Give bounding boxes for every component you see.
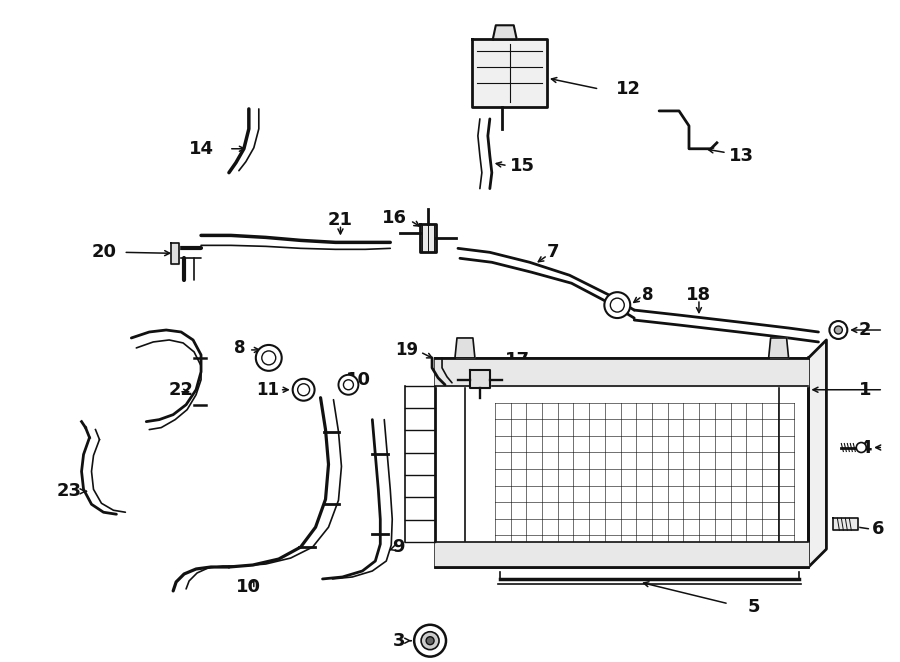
Text: 8: 8	[234, 339, 246, 357]
Circle shape	[338, 375, 358, 395]
Text: 14: 14	[189, 140, 214, 158]
Circle shape	[856, 442, 866, 453]
Text: 21: 21	[328, 211, 353, 230]
Polygon shape	[493, 25, 517, 39]
Text: 19: 19	[395, 341, 419, 359]
Text: 17: 17	[505, 351, 530, 369]
Text: 3: 3	[392, 632, 405, 649]
Text: 16: 16	[382, 209, 407, 228]
Text: 10: 10	[237, 578, 261, 596]
Text: 2: 2	[859, 321, 871, 339]
Polygon shape	[455, 338, 475, 358]
Polygon shape	[472, 39, 547, 107]
Circle shape	[256, 345, 282, 371]
Circle shape	[292, 379, 315, 401]
Polygon shape	[833, 518, 859, 530]
Polygon shape	[420, 224, 436, 252]
Polygon shape	[769, 338, 788, 358]
Polygon shape	[171, 244, 179, 264]
Text: 15: 15	[509, 157, 535, 175]
Text: 1: 1	[859, 381, 871, 399]
Polygon shape	[808, 340, 826, 567]
Text: 22: 22	[168, 381, 194, 399]
Circle shape	[414, 625, 446, 657]
Text: 11: 11	[256, 381, 279, 399]
Circle shape	[426, 637, 434, 645]
Text: 23: 23	[57, 483, 82, 500]
Polygon shape	[435, 542, 808, 567]
Text: 18: 18	[687, 286, 712, 304]
Text: 20: 20	[92, 244, 116, 261]
Circle shape	[834, 326, 842, 334]
Text: 12: 12	[616, 80, 642, 98]
Text: 7: 7	[546, 244, 559, 261]
Text: 10: 10	[346, 371, 371, 389]
Polygon shape	[435, 358, 808, 386]
Circle shape	[421, 632, 439, 649]
Text: 8: 8	[643, 286, 653, 304]
Circle shape	[830, 321, 847, 339]
Text: 6: 6	[872, 520, 885, 538]
Text: 5: 5	[748, 598, 760, 616]
Text: 13: 13	[729, 147, 754, 165]
Polygon shape	[470, 370, 490, 388]
Text: 9: 9	[392, 538, 405, 556]
Text: 4: 4	[859, 438, 871, 457]
Circle shape	[604, 292, 630, 318]
